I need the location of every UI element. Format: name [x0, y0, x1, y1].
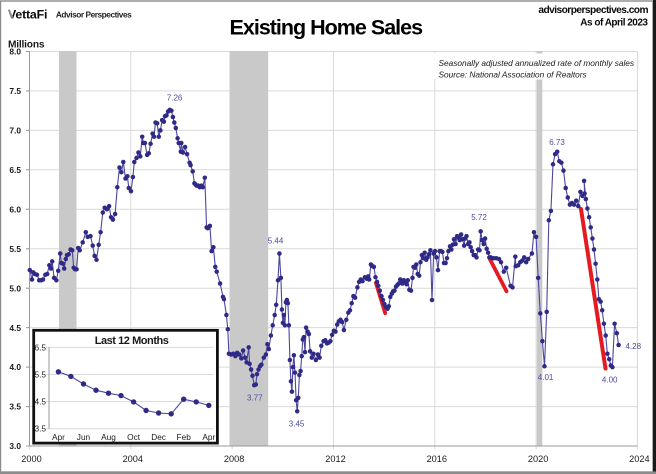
svg-text:4.00: 4.00 — [602, 375, 618, 384]
svg-text:7.5: 7.5 — [9, 86, 21, 96]
svg-text:3.45: 3.45 — [289, 419, 305, 428]
svg-text:Oct: Oct — [127, 432, 141, 442]
svg-text:4.28: 4.28 — [626, 342, 642, 351]
svg-text:5.44: 5.44 — [268, 237, 284, 246]
svg-text:2008: 2008 — [224, 454, 244, 464]
svg-text:VettaFi: VettaFi — [8, 7, 47, 21]
svg-text:Source: National Association o: Source: National Association of Realtors — [439, 70, 587, 80]
svg-text:2012: 2012 — [325, 454, 345, 464]
svg-text:3.5: 3.5 — [9, 402, 21, 412]
svg-text:6.5: 6.5 — [34, 342, 46, 352]
svg-text:5.0: 5.0 — [9, 283, 21, 293]
svg-text:5.5: 5.5 — [34, 370, 46, 380]
svg-text:6.5: 6.5 — [9, 165, 21, 175]
svg-text:Aug: Aug — [101, 432, 116, 442]
svg-text:2020: 2020 — [528, 454, 548, 464]
svg-text:2000: 2000 — [21, 454, 41, 464]
svg-text:7.0: 7.0 — [9, 126, 21, 136]
svg-text:4.01: 4.01 — [538, 373, 554, 382]
svg-text:4.5: 4.5 — [34, 397, 46, 407]
svg-text:Feb: Feb — [177, 432, 192, 442]
svg-text:6.0: 6.0 — [9, 204, 21, 214]
svg-text:Millions: Millions — [8, 40, 45, 51]
svg-text:As of April 2023: As of April 2023 — [580, 18, 648, 29]
svg-text:2024: 2024 — [629, 454, 649, 464]
svg-text:8.0: 8.0 — [9, 47, 21, 57]
svg-text:7.26: 7.26 — [167, 93, 183, 102]
svg-text:2004: 2004 — [123, 454, 143, 464]
svg-text:Apr: Apr — [202, 432, 215, 442]
svg-text:Apr: Apr — [52, 432, 65, 442]
svg-text:3.0: 3.0 — [9, 441, 21, 451]
svg-text:Jun: Jun — [77, 432, 91, 442]
svg-text:Existing Home Sales: Existing Home Sales — [230, 15, 424, 39]
svg-text:Advisor Perspectives: Advisor Perspectives — [56, 9, 132, 19]
svg-text:4.5: 4.5 — [9, 323, 21, 333]
svg-text:advisorperspectives.com: advisorperspectives.com — [538, 5, 648, 16]
svg-text:4.0: 4.0 — [9, 362, 21, 372]
svg-text:5.5: 5.5 — [9, 244, 21, 254]
svg-text:2016: 2016 — [427, 454, 447, 464]
svg-text:3.77: 3.77 — [247, 394, 263, 403]
svg-text:Last 12 Months: Last 12 Months — [95, 335, 169, 347]
svg-text:6.73: 6.73 — [549, 138, 565, 147]
svg-text:3.5: 3.5 — [34, 424, 46, 434]
svg-text:5.72: 5.72 — [471, 213, 487, 222]
svg-text:Dec: Dec — [151, 432, 166, 442]
svg-text:Seasonally adjusted annualized: Seasonally adjusted annualized rate of m… — [439, 58, 635, 68]
